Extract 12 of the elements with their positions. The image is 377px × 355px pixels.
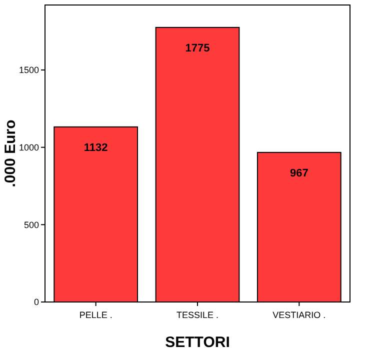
- y-axis-title: .000 Euro: [2, 120, 19, 188]
- data-label: 1132: [84, 142, 108, 154]
- y-tick-label: 0: [34, 297, 39, 308]
- data-label: 1775: [185, 42, 210, 54]
- y-tick-label: 500: [24, 220, 39, 230]
- y-tick-label: 1000: [18, 142, 39, 152]
- x-tick-label: PELLE .: [79, 310, 112, 320]
- x-tick-label: TESSILE .: [176, 310, 219, 320]
- x-tick-label: VESTIARIO .: [272, 310, 326, 320]
- x-axis-title: SETTORI: [165, 334, 230, 351]
- y-tick-label: 1500: [18, 65, 39, 76]
- data-label: 967: [290, 167, 308, 180]
